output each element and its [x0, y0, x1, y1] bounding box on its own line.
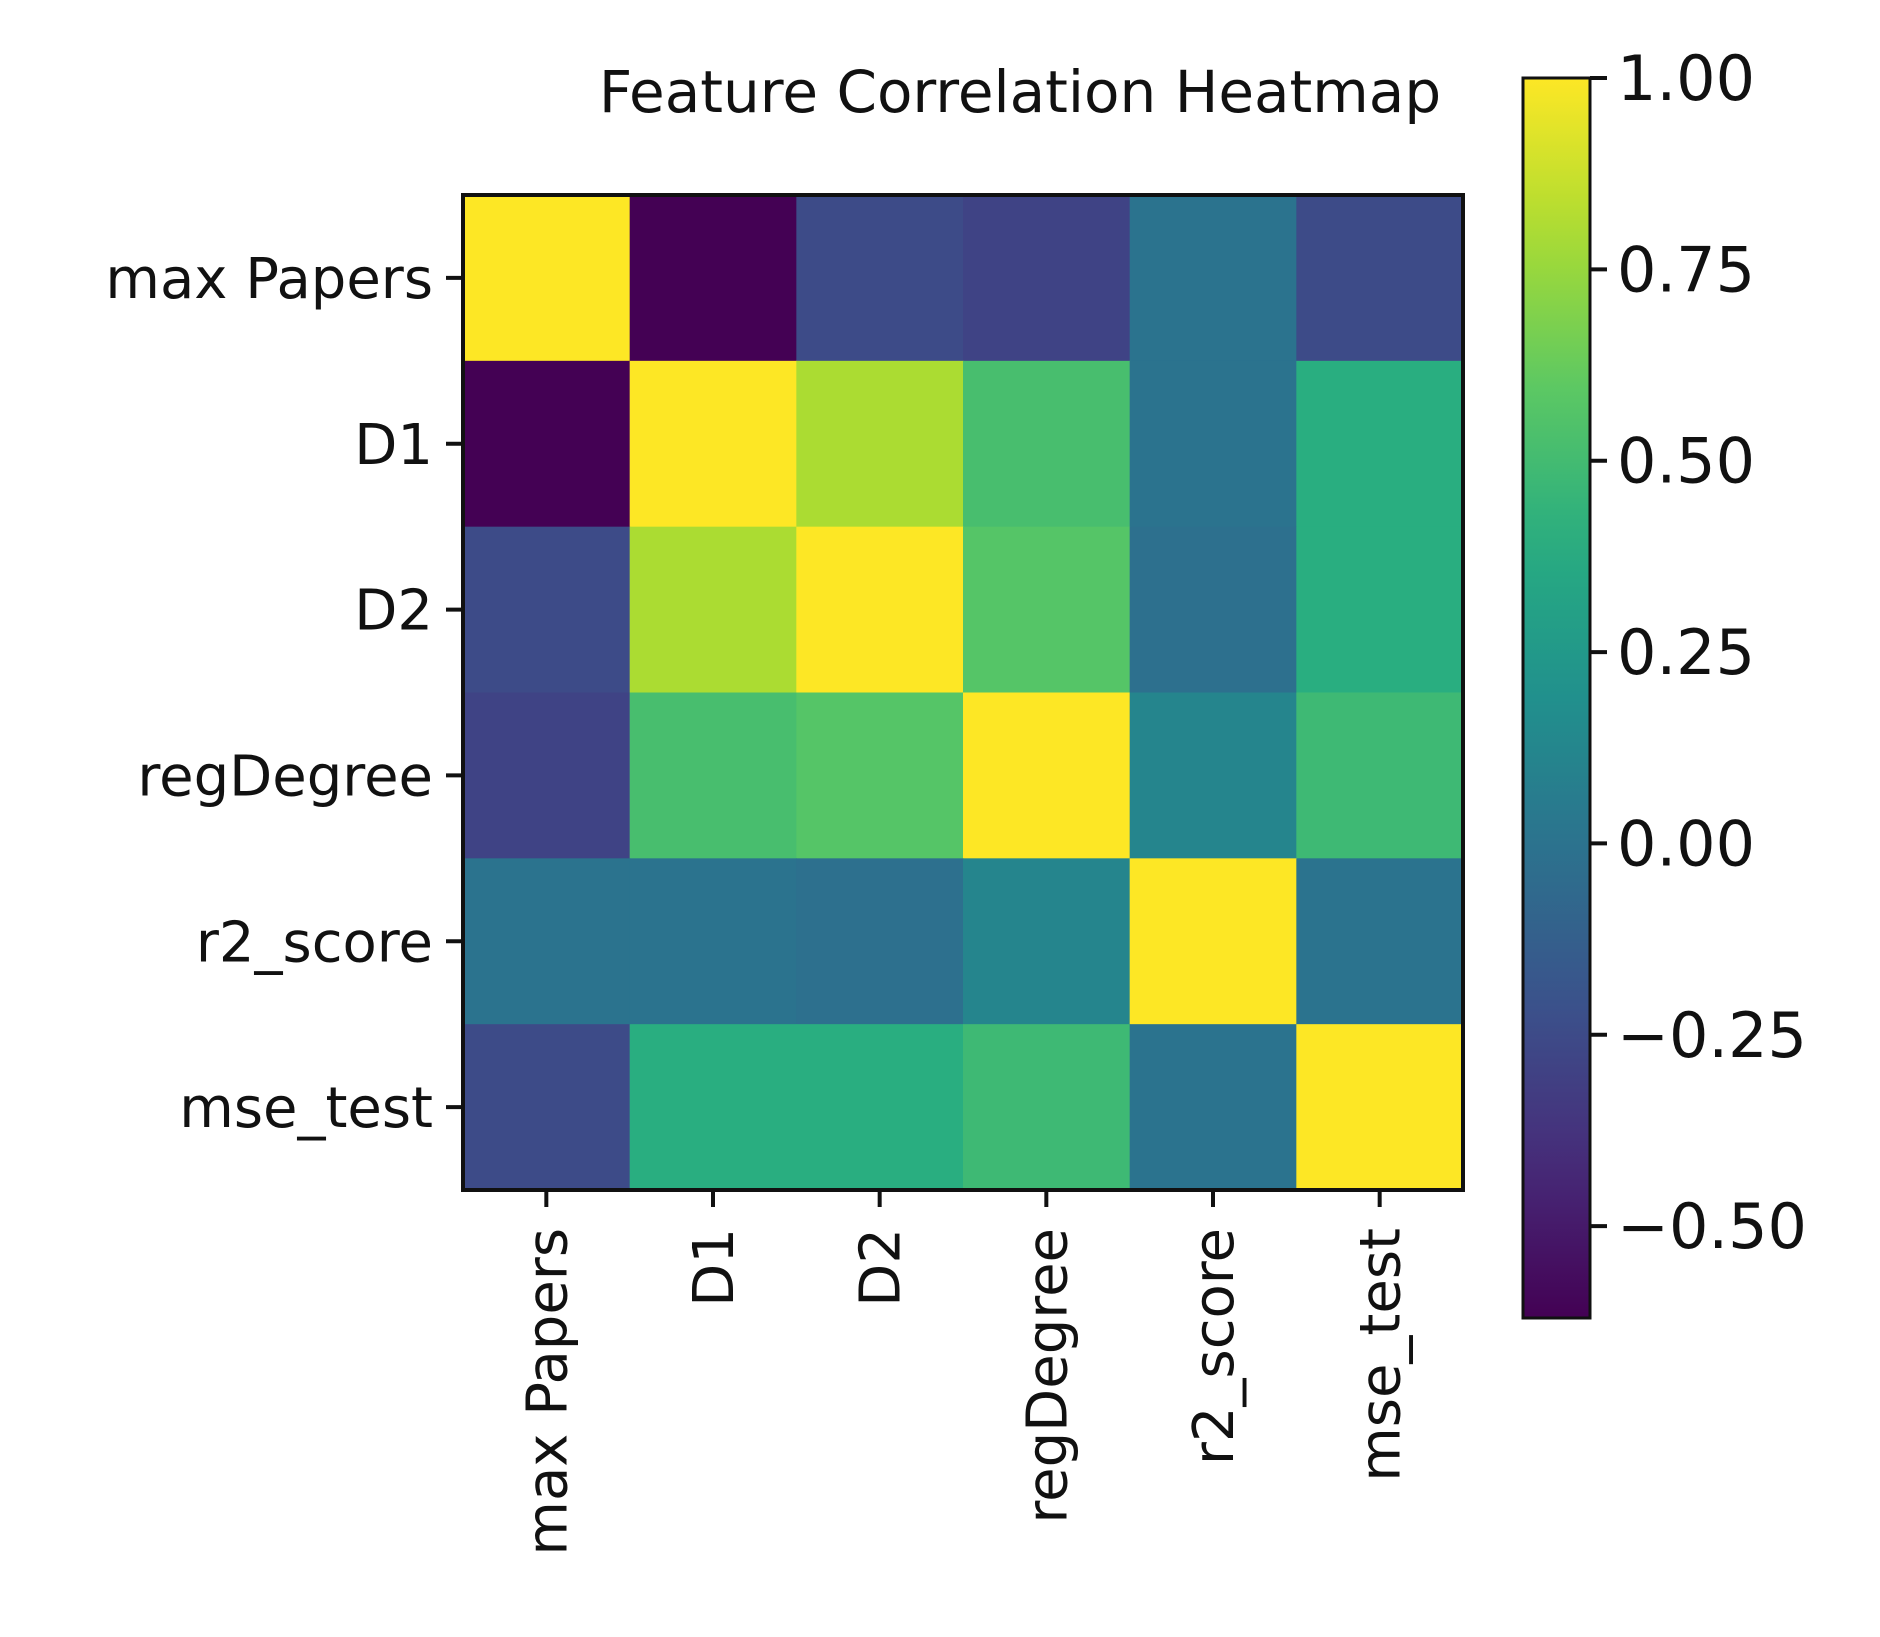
x-tick-label: regDegree [1015, 1228, 1080, 1524]
colorbar-tick-label: −0.50 [1617, 1190, 1807, 1263]
heatmap-cell [629, 526, 797, 694]
plot-frame [461, 193, 1465, 1192]
chart-title: Feature Correlation Heatmap [599, 58, 1441, 126]
heatmap-cell [963, 360, 1131, 528]
colorbar-gradient [1521, 76, 1592, 1320]
y-tick-label: regDegree [137, 744, 433, 809]
heatmap-cell [1296, 692, 1464, 859]
heatmap-cell [1129, 1024, 1297, 1191]
heatmap-cell [463, 858, 631, 1025]
heatmap-cell [963, 195, 1131, 362]
heatmap-cell [629, 360, 797, 528]
x-tick-label: max Papers [515, 1228, 580, 1556]
heatmap-cell [463, 526, 631, 694]
heatmap-cell [1129, 858, 1297, 1025]
colorbar-tick-label: 0.75 [1617, 233, 1755, 306]
heatmap-cell [796, 858, 964, 1025]
heatmap-cell [963, 858, 1131, 1025]
heatmap-cell [463, 360, 631, 528]
y-tick-label: D1 [354, 413, 433, 478]
heatmap-cell [963, 1024, 1131, 1191]
colorbar-tick-label: 0.00 [1617, 807, 1755, 880]
y-axis-ticks: max Papers D1 D2 regDegree r2_score mse_test [105, 247, 463, 1141]
heatmap-cell [796, 360, 964, 528]
colorbar: 1.00 0.75 0.50 0.25 0.00 −0.25 −0.50 [1521, 42, 1807, 1320]
heatmap-cell [1296, 858, 1464, 1025]
colorbar-tick-label: 1.00 [1617, 42, 1755, 115]
heatmap-cell [629, 1024, 797, 1191]
heatmap-cell [1129, 526, 1297, 694]
colorbar-tick-label: −0.25 [1617, 999, 1807, 1072]
colorbar-tick-label: 0.50 [1617, 425, 1755, 498]
heatmap-cell [1129, 195, 1297, 362]
x-axis-ticks: max Papers D1 D2 regDegree r2_score mse_test [515, 1190, 1414, 1556]
x-tick-label: r2_score [1182, 1228, 1247, 1465]
heatmap-cell [796, 1024, 964, 1191]
heatmap-cell [1296, 526, 1464, 694]
heatmap-cell [796, 195, 964, 362]
heatmap-cell [1129, 692, 1297, 859]
y-tick-label: max Papers [105, 247, 433, 312]
x-tick-label: mse_test [1349, 1228, 1414, 1482]
heatmap-cell [463, 692, 631, 859]
heatmap-cell [963, 526, 1131, 694]
heatmap-cell [796, 526, 964, 694]
colorbar-tick-label: 0.25 [1617, 616, 1755, 689]
x-tick-label: D1 [682, 1228, 747, 1307]
heatmap-cell [629, 692, 797, 859]
heatmap-cell [1129, 360, 1297, 528]
heatmap-cell [629, 195, 797, 362]
x-tick-label: D2 [849, 1228, 914, 1307]
y-tick-label: mse_test [179, 1076, 433, 1141]
y-tick-label: r2_score [196, 910, 433, 975]
heatmap-cell [963, 692, 1131, 859]
heatmap-cell [1296, 360, 1464, 528]
y-tick-label: D2 [354, 579, 433, 644]
heatmap-cell [1296, 1024, 1464, 1191]
heatmap-cell [463, 195, 631, 362]
heatmap-cells [463, 195, 1464, 1191]
heatmap-cell [629, 858, 797, 1025]
heatmap-cell [796, 692, 964, 859]
heatmap-cell [463, 1024, 631, 1191]
heatmap-cell [1296, 195, 1464, 362]
